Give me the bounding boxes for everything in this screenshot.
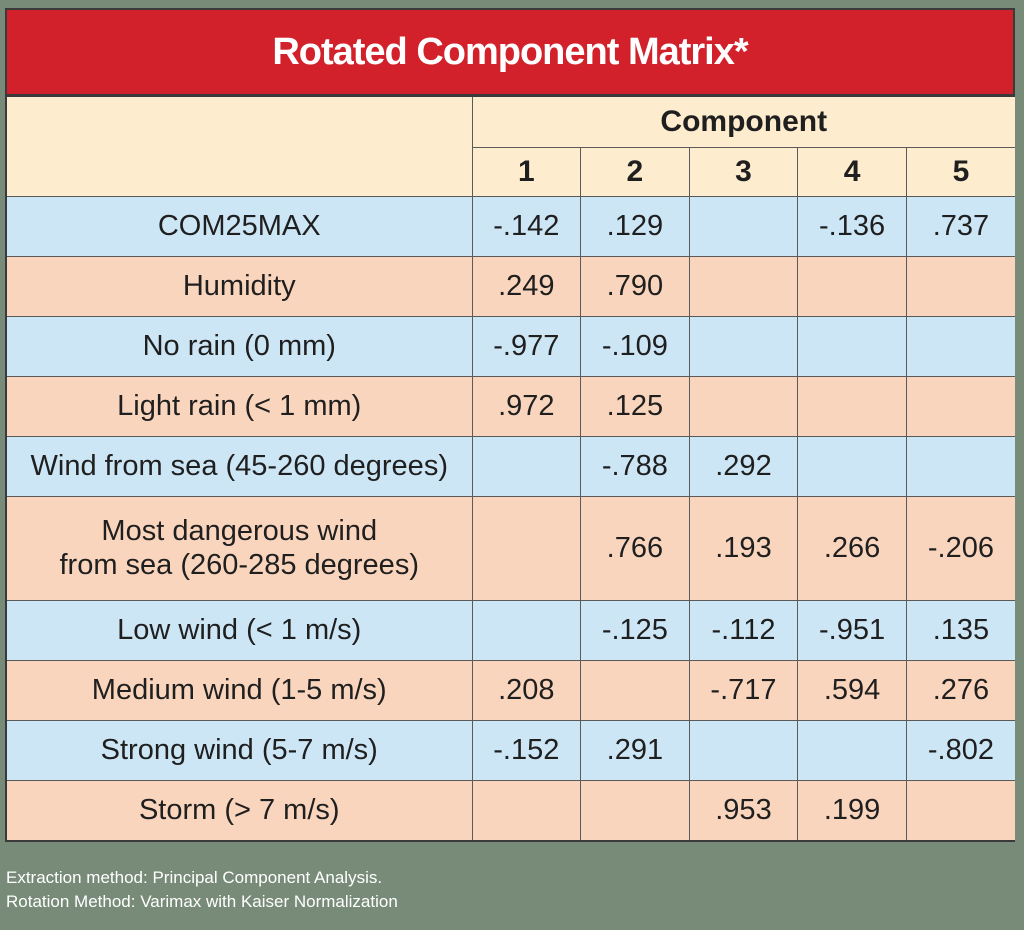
component-matrix-table: Rotated Component Matrix* Component 1 2 …	[5, 8, 1015, 842]
cell: .266	[797, 496, 907, 601]
cell	[471, 780, 582, 840]
cell	[580, 660, 690, 721]
cell: -.977	[471, 316, 582, 377]
table-row: COM25MAX -.142 .129 -.136 .737	[7, 196, 1015, 257]
cell: -.152	[471, 720, 582, 781]
cell	[905, 780, 1015, 840]
cell: .972	[471, 376, 582, 437]
row-label: COM25MAX	[7, 196, 473, 257]
table-row: Storm (> 7 m/s) .953 .199	[7, 780, 1015, 840]
cell	[688, 316, 799, 377]
header-component-label: Component	[471, 97, 1015, 148]
table-row: Medium wind (1-5 m/s) .208 -.717 .594 .2…	[7, 660, 1015, 721]
cell	[905, 316, 1015, 377]
cell: .249	[471, 256, 582, 317]
cell: .193	[688, 496, 799, 601]
row-label-line1: Most dangerous wind	[101, 515, 378, 548]
header-col-5: 5	[905, 147, 1015, 197]
row-label: Strong wind (5-7 m/s)	[7, 720, 473, 781]
cell: .737	[905, 196, 1015, 257]
footnote-extraction: Extraction method: Principal Component A…	[6, 868, 383, 887]
cell: .953	[688, 780, 799, 840]
cell	[905, 376, 1015, 437]
row-label: Most dangerous wind from sea (260-285 de…	[7, 496, 473, 601]
cell: -.125	[580, 600, 690, 661]
cell	[688, 196, 799, 257]
cell: .125	[580, 376, 690, 437]
table-row: Wind from sea (45-260 degrees) -.788 .29…	[7, 436, 1015, 497]
matrix-grid: Component 1 2 3 4 5 COM25MAX -.142 .129 …	[7, 97, 1015, 840]
cell	[688, 720, 799, 781]
row-label: Humidity	[7, 256, 473, 317]
cell	[797, 376, 907, 437]
cell	[797, 256, 907, 317]
table-row: Low wind (< 1 m/s) -.125 -.112 -.951 .13…	[7, 600, 1015, 661]
table-title: Rotated Component Matrix*	[7, 10, 1013, 97]
row-label-line2: from sea (260-285 degrees)	[59, 548, 419, 581]
header-col-1: 1	[472, 147, 582, 197]
cell: .594	[797, 660, 907, 721]
cell: .208	[471, 660, 582, 721]
cell	[905, 256, 1015, 317]
cell: -.717	[688, 660, 799, 721]
header-col-3: 3	[688, 147, 799, 197]
cell: -.951	[797, 600, 907, 661]
header-col-4: 4	[797, 147, 907, 197]
header-row-numbers: 1 2 3 4 5	[7, 147, 1015, 197]
cell: .135	[905, 600, 1015, 661]
header-row-component: Component	[7, 97, 1015, 197]
cell	[797, 316, 907, 377]
cell: .129	[580, 196, 690, 257]
cell	[471, 600, 582, 661]
row-label: Medium wind (1-5 m/s)	[7, 660, 473, 721]
cell	[471, 496, 582, 601]
cell: .766	[580, 496, 690, 601]
cell	[797, 436, 907, 497]
cell: .790	[580, 256, 690, 317]
header-col-2: 2	[580, 147, 690, 197]
cell	[688, 256, 799, 317]
cell: -.109	[580, 316, 690, 377]
table-row: Most dangerous wind from sea (260-285 de…	[7, 496, 1015, 601]
cell: -.788	[580, 436, 690, 497]
row-label: Storm (> 7 m/s)	[7, 780, 473, 840]
table-row: No rain (0 mm) -.977 -.109	[7, 316, 1015, 377]
cell: -.136	[797, 196, 907, 257]
row-label: No rain (0 mm)	[7, 316, 473, 377]
cell: .276	[905, 660, 1015, 721]
cell: -.802	[905, 720, 1015, 781]
table-row: Strong wind (5-7 m/s) -.152 .291 -.802	[7, 720, 1015, 781]
cell	[688, 376, 799, 437]
header-empty-cell	[7, 97, 473, 197]
row-label: Low wind (< 1 m/s)	[7, 600, 473, 661]
row-label: Light rain (< 1 mm)	[7, 376, 473, 437]
cell	[797, 720, 907, 781]
cell: .292	[688, 436, 799, 497]
footnote-rotation: Rotation Method: Varimax with Kaiser Nor…	[6, 892, 398, 911]
cell: .291	[580, 720, 690, 781]
row-label: Wind from sea (45-260 degrees)	[7, 436, 473, 497]
footnote: Extraction method: Principal Component A…	[6, 866, 398, 914]
table-row: Humidity .249 .790	[7, 256, 1015, 317]
table-row: Light rain (< 1 mm) .972 .125	[7, 376, 1015, 437]
cell: -.112	[688, 600, 799, 661]
cell	[905, 436, 1015, 497]
cell: -.142	[471, 196, 582, 257]
cell: .199	[797, 780, 907, 840]
cell	[580, 780, 690, 840]
cell: -.206	[905, 496, 1015, 601]
cell	[471, 436, 582, 497]
